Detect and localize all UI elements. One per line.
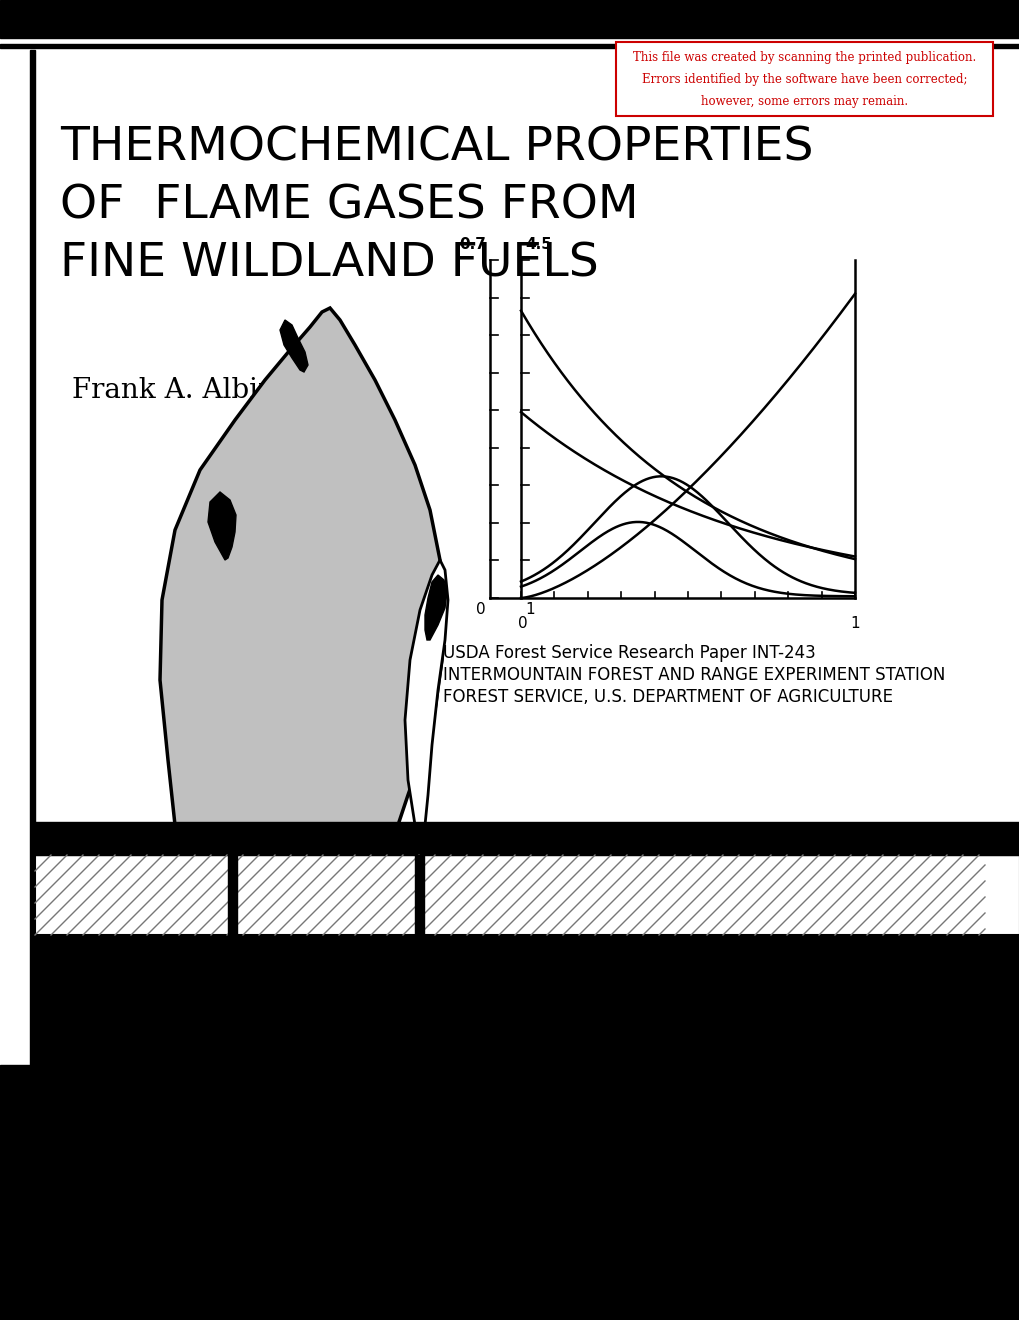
Polygon shape xyxy=(405,560,447,825)
Bar xyxy=(0,1065,1019,1320)
Bar xyxy=(415,855,424,935)
Bar xyxy=(0,0,1019,38)
Polygon shape xyxy=(160,308,444,825)
Text: Errors identified by the software have been corrected;: Errors identified by the software have b… xyxy=(641,73,966,86)
Text: FINE WILDLAND FUELS: FINE WILDLAND FUELS xyxy=(60,242,598,286)
Text: FOREST SERVICE, U.S. DEPARTMENT OF AGRICULTURE: FOREST SERVICE, U.S. DEPARTMENT OF AGRIC… xyxy=(442,688,892,706)
Text: 1: 1 xyxy=(525,602,534,616)
Bar xyxy=(30,50,35,1119)
Bar xyxy=(228,855,236,935)
Polygon shape xyxy=(280,319,308,372)
Bar xyxy=(35,935,1019,1065)
Text: 0: 0 xyxy=(476,602,485,616)
Text: INTERMOUNTAIN FOREST AND RANGE EXPERIMENT STATION: INTERMOUNTAIN FOREST AND RANGE EXPERIMEN… xyxy=(442,667,945,684)
Text: 1: 1 xyxy=(850,616,859,631)
Bar xyxy=(35,855,1019,935)
Text: USDA Forest Service Research Paper INT-243: USDA Forest Service Research Paper INT-2… xyxy=(442,644,815,663)
Text: This file was created by scanning the printed publication.: This file was created by scanning the pr… xyxy=(632,50,975,63)
Text: 0.7: 0.7 xyxy=(459,238,485,252)
Text: THERMOCHEMICAL PROPERTIES: THERMOCHEMICAL PROPERTIES xyxy=(60,125,813,170)
Polygon shape xyxy=(425,576,446,640)
Text: 0: 0 xyxy=(518,616,527,631)
Text: Frank A. Albini: Frank A. Albini xyxy=(72,376,284,404)
Text: however, some errors may remain.: however, some errors may remain. xyxy=(700,95,907,107)
Bar xyxy=(35,822,1019,855)
Text: ··: ·· xyxy=(170,634,179,647)
FancyBboxPatch shape xyxy=(615,42,993,116)
Text: 4.5: 4.5 xyxy=(525,238,551,252)
Polygon shape xyxy=(208,492,235,560)
Bar xyxy=(0,44,1019,48)
Text: OF  FLAME GASES FROM: OF FLAME GASES FROM xyxy=(60,183,638,228)
